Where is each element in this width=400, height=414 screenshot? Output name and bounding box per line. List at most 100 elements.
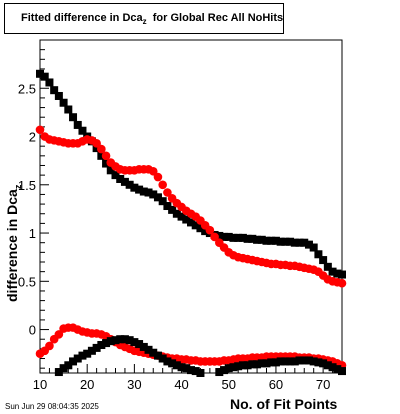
y-tick-label: 0.5 [18, 274, 36, 289]
data-point-square [319, 359, 328, 368]
data-point-circle [54, 330, 64, 339]
data-point-square [224, 232, 233, 241]
data-point-square [253, 360, 262, 369]
data-point-square [220, 232, 229, 241]
data-point-square [130, 183, 139, 192]
data-point-square [290, 357, 299, 366]
data-point-square [125, 336, 134, 345]
data-point-square [144, 188, 153, 197]
data-point-square [262, 236, 271, 245]
data-point-square [300, 238, 309, 247]
data-point-square [59, 98, 68, 107]
data-point-square [276, 357, 285, 366]
data-point-square [125, 180, 134, 189]
data-point-square [196, 224, 205, 233]
data-point-square [295, 356, 304, 365]
data-point-square [111, 336, 120, 345]
data-point-square [50, 86, 59, 95]
data-point-square [177, 363, 186, 372]
data-point-circle [163, 188, 172, 197]
data-point-square [130, 338, 139, 347]
data-point-square [139, 187, 148, 196]
x-tick-label: 60 [269, 377, 283, 392]
data-point-square [314, 358, 323, 367]
data-point-square [286, 357, 295, 366]
data-point-square [116, 174, 125, 183]
x-tick-label: 50 [222, 377, 236, 392]
data-point-square [187, 218, 195, 227]
y-tick-label: 2.5 [18, 81, 36, 96]
data-point-square [92, 343, 101, 352]
data-point-square [333, 269, 342, 278]
data-point-square [73, 354, 82, 363]
x-tick-label: 20 [80, 377, 94, 392]
data-point-square [319, 256, 328, 265]
data-point-square [271, 358, 280, 367]
data-point-square [106, 166, 115, 175]
y-tick-label: 1.5 [18, 178, 36, 193]
data-point-square [139, 342, 148, 351]
data-point-square [135, 340, 144, 349]
data-point-square [328, 267, 337, 276]
data-point-square [69, 357, 78, 366]
data-point-square [45, 78, 54, 87]
data-point-square [111, 171, 120, 180]
data-point-square [172, 361, 181, 370]
data-point-square [87, 346, 96, 355]
data-point-square [300, 356, 309, 365]
data-point-square [158, 197, 167, 206]
data-point-square [201, 227, 210, 236]
data-point-circle [148, 166, 158, 176]
data-point-square [120, 335, 129, 344]
data-point-square [168, 205, 177, 214]
data-point-circle [45, 341, 54, 351]
data-point-square [102, 159, 111, 168]
data-point-square [177, 212, 186, 221]
data-point-square [290, 238, 299, 247]
x-tick-label: 40 [174, 377, 188, 392]
data-point-square [238, 233, 247, 242]
data-point-square [163, 357, 172, 366]
data-point-circle [158, 180, 167, 190]
data-point-square [158, 354, 167, 363]
data-point-square [149, 348, 158, 357]
data-point-square [153, 351, 162, 360]
data-point-square [116, 335, 125, 344]
data-point-square [191, 367, 200, 376]
data-point-square [83, 349, 92, 358]
data-point-square [40, 72, 49, 81]
data-point-square [163, 202, 172, 211]
chart-title-rest: for Global Rec All NoHits [152, 12, 284, 24]
y-tick-label: 1 [29, 226, 36, 241]
data-point-square [135, 185, 144, 194]
data-point-square [238, 361, 247, 370]
data-point-square [97, 151, 106, 160]
plot-frame [39, 39, 343, 374]
data-point-square [286, 237, 295, 246]
data-point-square [69, 113, 78, 122]
data-point-square [78, 126, 87, 135]
data-point-square [36, 69, 44, 78]
data-point-square [191, 221, 200, 230]
y-tick-label: 0 [29, 323, 36, 338]
x-axis-label: No. of Fit Points [230, 396, 338, 412]
data-point-square [281, 237, 290, 246]
data-point-circle [97, 144, 106, 154]
data-point-square [64, 105, 73, 114]
data-point-square [73, 120, 82, 129]
data-point-circle [101, 151, 111, 161]
data-point-square [309, 357, 318, 366]
data-point-square [338, 270, 346, 279]
data-point-square [243, 234, 252, 243]
data-point-square [78, 351, 87, 360]
data-point-square [92, 144, 101, 153]
data-point-square [338, 367, 346, 376]
data-point-square [153, 193, 162, 202]
data-point-square [295, 238, 304, 247]
data-point-circle [337, 278, 347, 288]
data-point-square [328, 363, 337, 372]
data-point-square [314, 250, 323, 259]
data-point-square [54, 91, 63, 100]
data-point-square [304, 356, 313, 365]
